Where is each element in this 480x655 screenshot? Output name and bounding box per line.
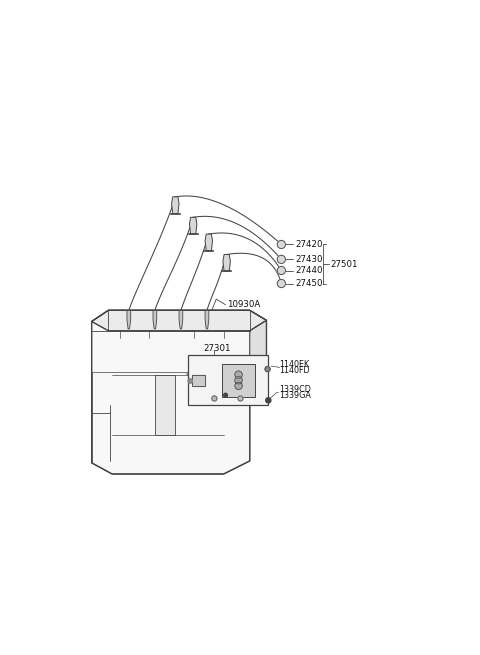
Text: 27325: 27325 xyxy=(196,387,221,396)
Polygon shape xyxy=(190,217,197,234)
Bar xyxy=(192,375,205,386)
Text: 1231FB: 1231FB xyxy=(198,361,228,370)
Circle shape xyxy=(277,267,286,274)
Polygon shape xyxy=(179,310,183,329)
Text: 27430: 27430 xyxy=(295,255,323,264)
Text: 1339GA: 1339GA xyxy=(279,390,312,400)
Polygon shape xyxy=(92,310,266,331)
Text: 27440: 27440 xyxy=(295,266,323,275)
Polygon shape xyxy=(205,310,209,329)
Bar xyxy=(192,375,205,386)
Circle shape xyxy=(235,377,242,384)
FancyBboxPatch shape xyxy=(222,364,255,397)
Polygon shape xyxy=(127,310,131,329)
Circle shape xyxy=(188,379,192,383)
FancyBboxPatch shape xyxy=(188,355,268,405)
Circle shape xyxy=(212,396,217,401)
Text: 27501: 27501 xyxy=(331,259,358,269)
Text: 1230BA: 1230BA xyxy=(196,392,227,401)
Polygon shape xyxy=(205,234,213,251)
Polygon shape xyxy=(172,197,179,214)
Circle shape xyxy=(266,398,271,403)
Circle shape xyxy=(277,240,286,248)
Circle shape xyxy=(277,280,286,288)
Text: 27420: 27420 xyxy=(295,240,323,249)
Polygon shape xyxy=(250,320,266,371)
Circle shape xyxy=(265,367,270,371)
Text: 1339CD: 1339CD xyxy=(279,384,312,394)
Polygon shape xyxy=(155,375,175,435)
Text: 10930A: 10930A xyxy=(228,300,261,309)
Text: 1140EK: 1140EK xyxy=(279,360,310,369)
Polygon shape xyxy=(153,310,156,329)
Circle shape xyxy=(235,371,242,379)
Circle shape xyxy=(238,396,243,401)
Polygon shape xyxy=(223,255,230,271)
Circle shape xyxy=(277,255,286,263)
Text: 1231FH: 1231FH xyxy=(192,372,222,381)
Circle shape xyxy=(235,382,242,390)
Circle shape xyxy=(224,393,228,397)
Text: 27301: 27301 xyxy=(203,344,231,353)
Text: 1140FD: 1140FD xyxy=(279,365,310,375)
Text: 27450: 27450 xyxy=(295,279,323,288)
Polygon shape xyxy=(92,310,266,474)
